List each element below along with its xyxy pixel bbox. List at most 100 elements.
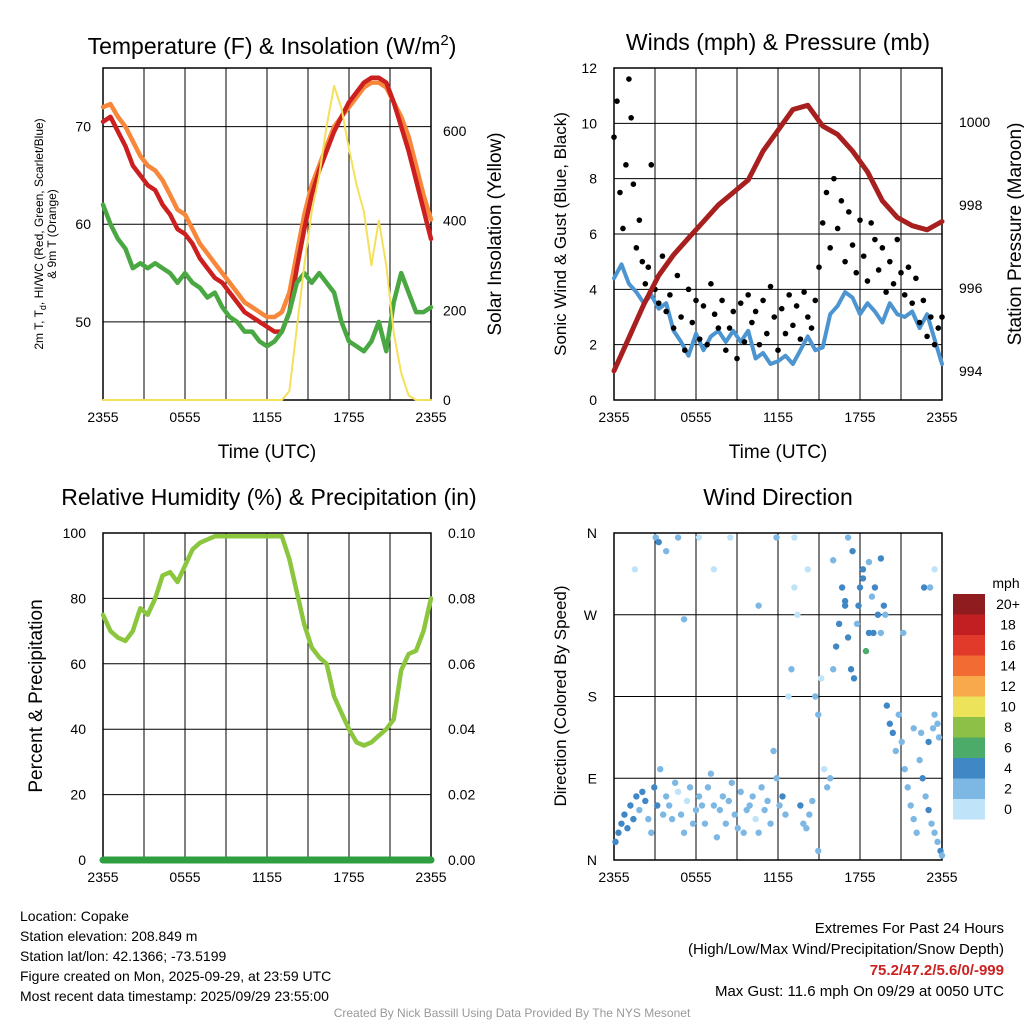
pressure-line	[611, 102, 945, 374]
direction-point	[662, 793, 670, 800]
latlon-text: Station lat/lon: 42.1366; -73.5199	[20, 948, 227, 964]
legend-swatch	[953, 614, 985, 635]
y-right-tick-label: 1000	[959, 114, 990, 130]
series-yellow	[102, 84, 432, 401]
y-tick-label: N	[587, 525, 597, 541]
direction-point	[740, 829, 747, 836]
chart-title: Winds (mph) & Pressure (mb)	[626, 29, 930, 55]
direction-point	[856, 584, 864, 591]
y-left-tick-label: 0	[589, 392, 597, 408]
direction-point	[674, 788, 682, 796]
gust-point	[614, 98, 620, 104]
y-left-tick-label: 80	[70, 590, 86, 606]
x-axis-label: Time (UTC)	[218, 442, 317, 463]
recent-data-text: Most recent data timestamp: 2025/09/29 2…	[20, 988, 329, 1004]
y-left-tick-label: 50	[75, 314, 91, 330]
gust-point	[924, 333, 930, 340]
direction-point	[701, 820, 709, 827]
direction-point	[904, 784, 911, 791]
y-right-axis-label: Station Pressure (Maroon)	[1005, 123, 1024, 346]
gust-point	[894, 236, 901, 243]
gust-point	[808, 325, 815, 331]
direction-point	[695, 793, 703, 800]
direction-point	[627, 802, 634, 809]
direction-point	[674, 534, 682, 541]
temperature-panel: 2355 0555 1155 1755 2355 50 60 70 0 200 400 600 Temp…	[32, 32, 506, 463]
direction-point	[877, 629, 885, 637]
gust-point	[620, 225, 626, 232]
y-tick-label: W	[584, 607, 598, 623]
x-tick-label: 1755	[333, 409, 364, 425]
direction-point	[849, 547, 856, 555]
direction-point	[767, 820, 774, 827]
direction-point	[615, 829, 622, 836]
direction-point	[931, 829, 938, 836]
gust-point	[831, 175, 837, 182]
extremes-legend: (High/Low/Max Wind/Precipitation/Snow De…	[688, 941, 1004, 958]
y-left-tick-label: 2	[589, 337, 597, 353]
y-right-tick-label: 200	[443, 302, 467, 318]
direction-point	[719, 793, 727, 800]
gust-point	[633, 245, 640, 251]
direction-point	[648, 829, 655, 836]
direction-point	[782, 811, 789, 818]
y-left-axis-label: Percent & Precipitation	[26, 599, 47, 792]
gust-point	[875, 267, 882, 273]
direction-point	[662, 547, 670, 555]
y-right-tick-label: 600	[443, 123, 467, 139]
direction-point	[832, 643, 840, 650]
direction-point	[797, 802, 804, 809]
direction-point	[755, 829, 762, 836]
gust-point	[838, 198, 845, 204]
x-tick-label: 1155	[763, 409, 793, 425]
direction-point	[841, 602, 849, 609]
direction-point	[624, 825, 631, 832]
gust-point	[682, 347, 688, 354]
x-tick-label: 0555	[169, 869, 200, 885]
humidity-panel: 2355 0555 1155 1755 23550204060801000.000.02…	[26, 484, 477, 885]
direction-point	[752, 815, 759, 823]
x-tick-label: 1755	[844, 409, 875, 425]
direction-point	[901, 765, 908, 773]
gust-point	[805, 314, 811, 320]
gust-point	[790, 322, 796, 329]
direction-point	[746, 802, 753, 809]
direction-point	[877, 555, 885, 562]
gust-point	[913, 275, 919, 282]
direction-point	[618, 820, 625, 827]
series-green	[100, 202, 434, 354]
legend-label: 14	[1000, 658, 1016, 674]
direction-point	[835, 620, 843, 628]
direction-point	[770, 747, 777, 755]
chart-title: Wind Direction	[703, 484, 853, 510]
direction-point	[680, 616, 688, 623]
direction-point	[847, 666, 855, 673]
gust-point	[775, 347, 781, 354]
direction-point	[809, 797, 816, 805]
direction-point	[642, 797, 649, 805]
direction-point	[651, 784, 658, 791]
y-right-tick-label: 994	[959, 363, 983, 379]
direction-point	[791, 534, 798, 541]
gust-point	[711, 311, 718, 318]
elevation-text: Station elevation: 208.849 m	[20, 928, 198, 944]
y-right-tick-label: 0.02	[448, 787, 475, 803]
direction-point	[657, 765, 664, 773]
gust-point	[719, 297, 725, 304]
y-left-tick-label: 60	[70, 656, 86, 672]
gust-point	[642, 281, 649, 287]
direction-point	[645, 815, 652, 823]
gust-point	[611, 134, 617, 140]
plot-frame	[613, 532, 943, 861]
gust-point	[623, 162, 629, 168]
gust-point	[667, 292, 673, 298]
y-right-tick-label: 0.10	[448, 525, 475, 541]
direction-point	[910, 725, 917, 732]
y-tick-label: E	[588, 770, 597, 786]
legend-swatch	[953, 635, 985, 656]
winds-panel: 2355 0555 1155 1755 235502468101299499699810…	[551, 29, 1024, 463]
direction-point	[660, 811, 667, 818]
gust-point	[626, 76, 632, 82]
gust-point	[715, 325, 722, 331]
